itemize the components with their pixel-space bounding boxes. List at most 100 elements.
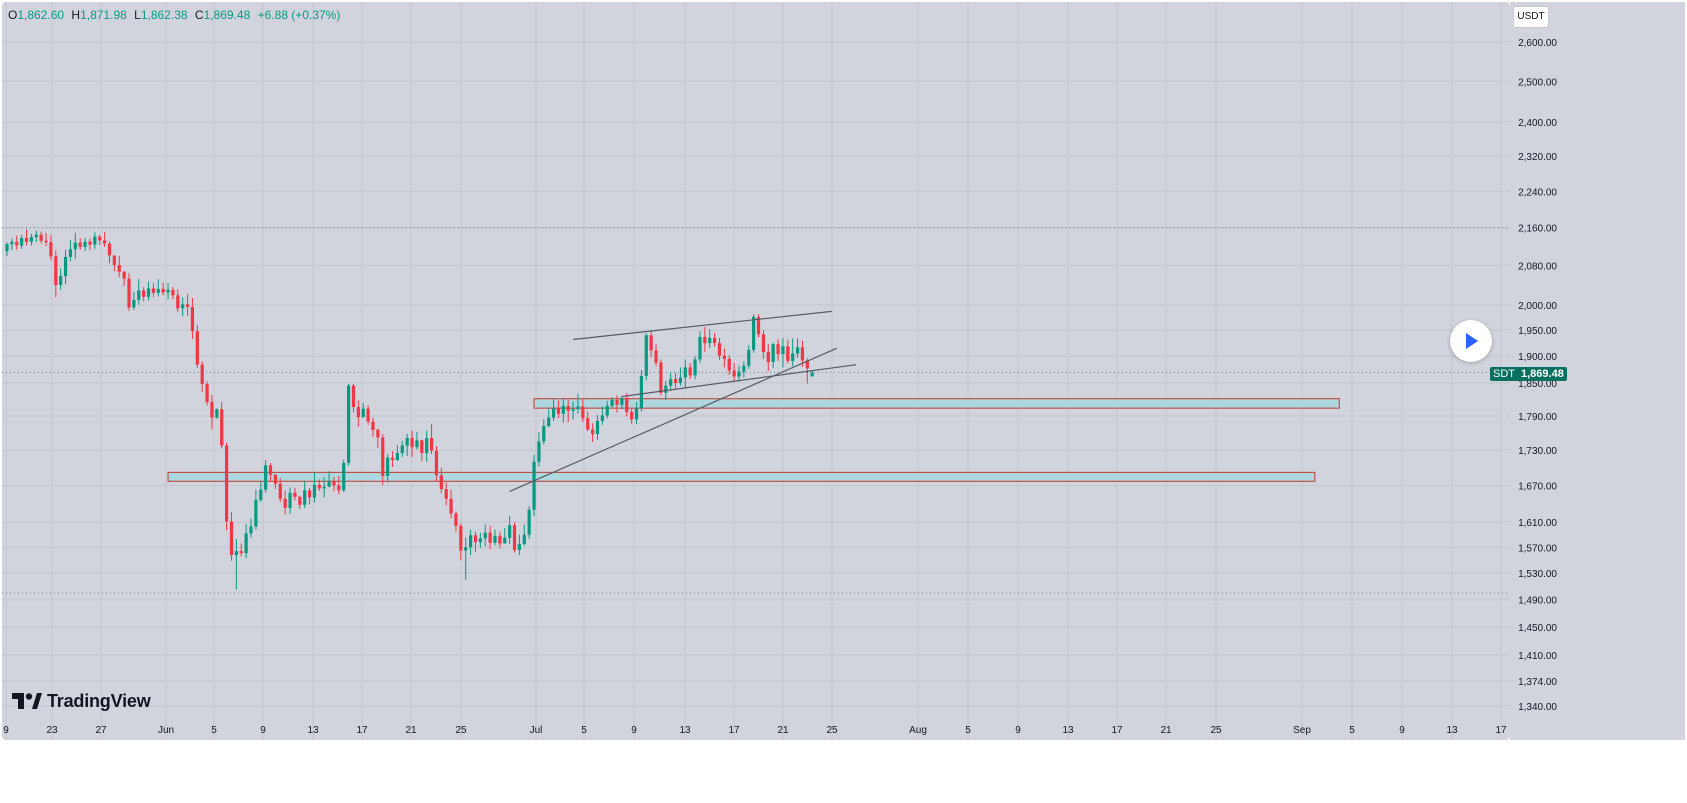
candle-body	[791, 353, 795, 361]
candle-body	[786, 346, 790, 361]
candle-body	[634, 408, 639, 420]
candle-body	[68, 249, 73, 257]
y-axis-ticks: 2,600.00 2,500.00 2,400.00 2,320.00 2,240.00…	[1518, 38, 1557, 713]
candle-body	[781, 346, 785, 355]
candle-body	[210, 402, 214, 418]
candle-body	[810, 372, 814, 377]
tradingview-logo[interactable]: TradingView	[12, 691, 151, 711]
candle-body	[586, 418, 590, 430]
candle-body	[78, 242, 82, 247]
candle-body	[439, 475, 443, 490]
x-tick-label: 5	[211, 725, 217, 736]
candle-body	[620, 398, 624, 405]
candle-body	[151, 288, 155, 293]
candle-body	[581, 406, 585, 419]
x-tick-label: 13	[1446, 725, 1458, 736]
trendline[interactable]	[573, 310, 832, 341]
low-label: L	[134, 8, 141, 22]
candle-body	[610, 399, 614, 406]
x-tick-label: 9	[1015, 725, 1021, 736]
y-tick-label: 2,080.00	[1518, 262, 1557, 273]
candle-body	[181, 304, 185, 309]
candle-body	[312, 484, 317, 498]
ohlc-readout: O1,862.60 H1,871.98 L1,862.38 C1,869.48 …	[8, 8, 340, 22]
y-tick-label: 1,730.00	[1518, 446, 1557, 457]
y-tick-label: 1,530.00	[1518, 569, 1557, 580]
candle-body	[517, 544, 521, 550]
x-tick-label: Sep	[1293, 725, 1311, 736]
x-tick-label: 27	[95, 725, 107, 736]
x-axis-ticks: 9 23 27 Jun 5 9 13 17 21 25 Jul 5 9 13 17 21 25 Aug 5 9 13 17…	[3, 725, 1507, 736]
replay-button[interactable]	[1450, 320, 1492, 362]
x-tick-label: 25	[455, 725, 467, 736]
x-tick-label: 5	[1349, 725, 1355, 736]
candle-body	[288, 492, 292, 508]
dotted-levels	[2, 227, 1510, 594]
candle-body	[317, 484, 321, 489]
candle-body	[10, 241, 14, 245]
candle-body	[508, 525, 512, 538]
candle-body	[322, 486, 326, 489]
candle-body	[756, 316, 761, 335]
candle-body	[766, 351, 770, 363]
candle-body	[390, 457, 395, 460]
x-tick-label: 23	[46, 725, 58, 736]
candle-body	[761, 334, 765, 352]
candle-body	[190, 306, 195, 332]
x-tick-label: Jul	[530, 725, 543, 736]
candle-body	[351, 385, 356, 408]
candle-body	[469, 535, 473, 548]
candle-body	[249, 526, 253, 534]
candle-body	[395, 453, 399, 460]
candle-body	[678, 377, 683, 383]
low-value: 1,862.38	[140, 8, 188, 22]
grid-lines	[2, 2, 1510, 740]
y-tick-label: 2,240.00	[1518, 187, 1557, 198]
candle-body	[488, 532, 492, 543]
x-tick-label: 21	[405, 725, 417, 736]
candle-body	[15, 241, 19, 246]
last-price-value: 1,869.48	[1521, 368, 1564, 380]
trendline[interactable]	[621, 364, 857, 398]
candle-body	[595, 420, 600, 435]
x-tick-label: 9	[3, 725, 9, 736]
candle-body	[386, 457, 390, 476]
candle-body	[171, 289, 175, 296]
candle-body	[137, 290, 141, 300]
candle-body	[376, 430, 380, 438]
candle-body	[98, 236, 102, 241]
candle-body	[527, 509, 531, 535]
candle-body	[273, 474, 277, 484]
candle-body	[49, 242, 53, 257]
support-zone-rect[interactable]	[533, 398, 1340, 409]
trendline[interactable]	[509, 347, 837, 493]
currency-button[interactable]: USDT	[1513, 6, 1549, 28]
candle-body	[444, 489, 448, 499]
y-tick-label: 1,670.00	[1518, 481, 1557, 492]
candle-body	[625, 398, 629, 413]
candle-body	[400, 445, 404, 454]
candle-body	[20, 237, 24, 246]
y-tick-label: 2,000.00	[1518, 301, 1557, 312]
candles	[5, 229, 814, 590]
support-zone-rect[interactable]	[167, 471, 1316, 482]
y-tick-label: 1,610.00	[1518, 518, 1557, 529]
y-tick-label: 1,374.00	[1518, 677, 1557, 688]
candle-body	[615, 399, 619, 405]
candle-body	[410, 438, 414, 448]
candle-body	[683, 367, 687, 378]
candle-body	[88, 241, 92, 245]
candle-body	[166, 289, 170, 293]
candle-body	[503, 537, 507, 544]
candle-body	[771, 344, 775, 363]
x-tick-label: 21	[1160, 725, 1172, 736]
candle-body	[161, 288, 165, 293]
candle-body	[200, 364, 204, 385]
y-tick-label: 2,400.00	[1518, 118, 1557, 129]
y-tick-label: 1,490.00	[1518, 596, 1557, 607]
candle-body	[107, 243, 112, 256]
candle-body	[63, 256, 68, 277]
plot-background	[2, 2, 1510, 740]
